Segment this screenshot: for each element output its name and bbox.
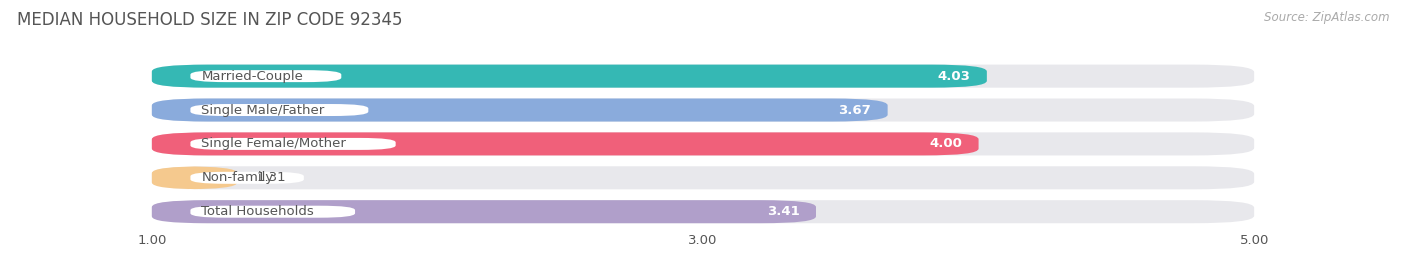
FancyBboxPatch shape xyxy=(152,98,1254,122)
FancyBboxPatch shape xyxy=(152,132,1254,155)
Text: MEDIAN HOUSEHOLD SIZE IN ZIP CODE 92345: MEDIAN HOUSEHOLD SIZE IN ZIP CODE 92345 xyxy=(17,11,402,29)
FancyBboxPatch shape xyxy=(152,65,1254,88)
Text: 3.41: 3.41 xyxy=(766,205,800,218)
Text: Source: ZipAtlas.com: Source: ZipAtlas.com xyxy=(1264,11,1389,24)
Text: 3.67: 3.67 xyxy=(838,104,872,116)
FancyBboxPatch shape xyxy=(190,206,356,218)
FancyBboxPatch shape xyxy=(190,70,342,82)
Text: Married-Couple: Married-Couple xyxy=(201,70,304,83)
FancyBboxPatch shape xyxy=(190,138,395,150)
Text: Non-family: Non-family xyxy=(201,171,274,184)
Text: 4.03: 4.03 xyxy=(938,70,970,83)
Text: Single Male/Father: Single Male/Father xyxy=(201,104,325,116)
Text: 1.31: 1.31 xyxy=(256,171,287,184)
FancyBboxPatch shape xyxy=(152,166,238,189)
FancyBboxPatch shape xyxy=(152,98,887,122)
Text: Single Female/Mother: Single Female/Mother xyxy=(201,137,346,150)
FancyBboxPatch shape xyxy=(190,104,368,116)
FancyBboxPatch shape xyxy=(152,200,1254,223)
Text: Total Households: Total Households xyxy=(201,205,314,218)
FancyBboxPatch shape xyxy=(152,166,1254,189)
FancyBboxPatch shape xyxy=(190,172,304,184)
FancyBboxPatch shape xyxy=(152,200,815,223)
Text: 4.00: 4.00 xyxy=(929,137,962,150)
FancyBboxPatch shape xyxy=(152,132,979,155)
FancyBboxPatch shape xyxy=(152,65,987,88)
